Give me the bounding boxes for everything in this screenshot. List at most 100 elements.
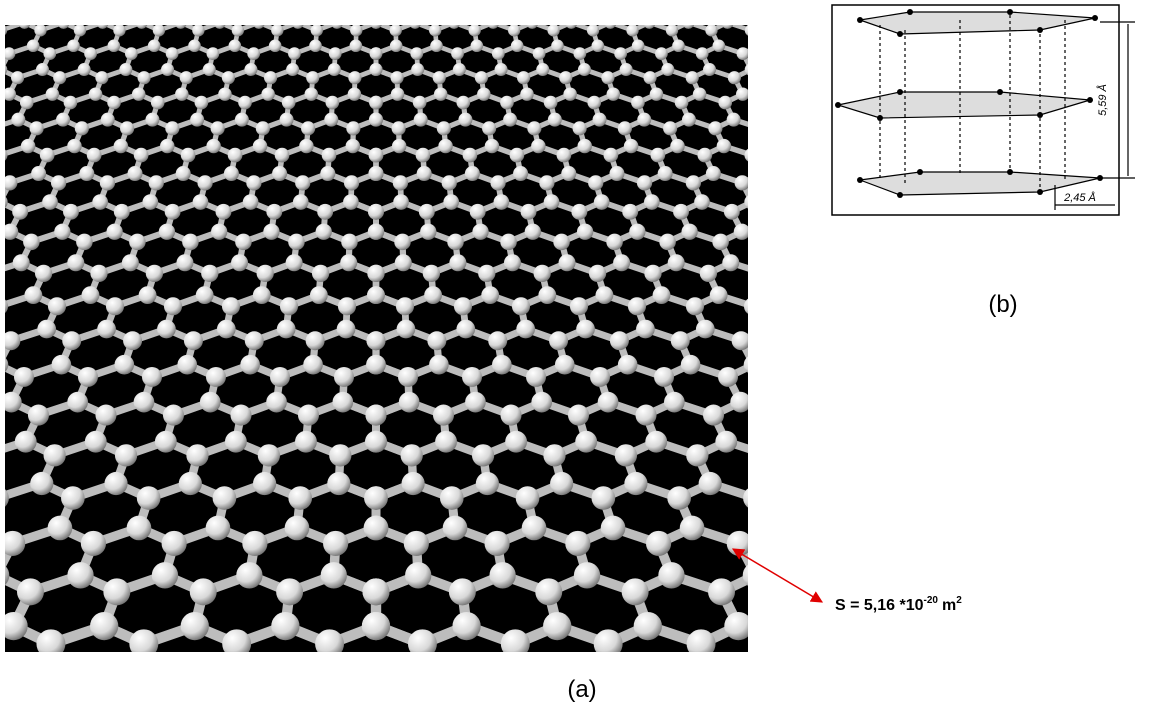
bond — [1143, 543, 1159, 575]
atom — [147, 39, 161, 53]
atom — [410, 665, 440, 695]
atom — [216, 319, 236, 339]
atom — [577, 138, 592, 154]
bond — [1043, 295, 1061, 306]
bond — [802, 329, 825, 341]
atom — [1063, 684, 1094, 706]
bond — [1072, 402, 1118, 415]
atom — [484, 138, 500, 154]
atom — [600, 2, 612, 14]
atom — [236, 562, 263, 589]
atom — [317, 203, 334, 220]
atom — [614, 444, 638, 467]
atom — [1137, 234, 1154, 251]
atom — [1131, 204, 1147, 220]
atom — [368, 203, 384, 220]
atom — [606, 87, 621, 101]
bond — [981, 575, 1009, 592]
bond — [774, 0, 797, 7]
atom — [5, 25, 8, 36]
atom — [559, 71, 573, 85]
bond — [792, 377, 807, 402]
bond — [1003, 232, 1038, 242]
bond — [1082, 484, 1134, 499]
bond — [986, 232, 1004, 242]
atom — [106, 223, 123, 240]
bond — [206, 0, 223, 7]
bond — [873, 402, 916, 415]
atom — [721, 25, 734, 29]
atom — [26, 39, 40, 53]
bond — [32, 0, 54, 7]
bond — [851, 120, 868, 129]
bond — [1045, 329, 1064, 341]
atom — [827, 562, 853, 588]
atom — [366, 331, 386, 351]
atom — [430, 39, 443, 53]
atom — [340, 254, 358, 272]
atom — [1054, 578, 1081, 605]
atom — [279, 297, 299, 316]
atom — [177, 354, 198, 375]
bond — [884, 202, 902, 212]
bond — [909, 146, 939, 155]
atom — [718, 95, 733, 110]
atom — [482, 121, 497, 136]
atom — [362, 578, 390, 606]
atom — [23, 233, 40, 251]
atom — [30, 471, 54, 496]
atom — [681, 223, 698, 240]
atom — [264, 71, 278, 85]
atom — [275, 0, 287, 6]
bond — [786, 94, 813, 102]
bond — [769, 94, 786, 102]
atom — [672, 39, 685, 53]
atom — [242, 194, 259, 210]
atom — [392, 175, 409, 191]
bond — [1092, 232, 1108, 242]
atom — [619, 63, 633, 77]
atom — [320, 165, 336, 182]
atom — [286, 63, 300, 77]
atom — [726, 112, 741, 127]
atom — [161, 530, 187, 556]
atom — [484, 530, 510, 556]
bond — [930, 273, 947, 295]
atom — [794, 578, 821, 605]
atom — [805, 0, 817, 6]
atom — [159, 684, 190, 706]
atom — [113, 138, 129, 154]
bond — [869, 306, 885, 329]
atom — [95, 404, 117, 426]
bond — [927, 306, 945, 329]
atom — [396, 319, 416, 339]
atom — [439, 486, 464, 510]
atom — [303, 354, 323, 375]
atom — [981, 47, 994, 60]
atom — [43, 47, 57, 60]
atom — [509, 147, 525, 163]
bond — [777, 78, 786, 94]
atom — [888, 531, 913, 556]
atom — [490, 175, 506, 191]
atom — [129, 233, 146, 251]
atom — [192, 194, 209, 210]
atom — [53, 71, 67, 85]
atom — [281, 95, 296, 110]
atom — [234, 112, 249, 127]
atom — [867, 2, 879, 14]
atom — [604, 25, 616, 29]
atom — [393, 194, 409, 210]
atom — [42, 194, 58, 210]
atom — [462, 366, 482, 387]
atom — [709, 286, 728, 305]
atom — [744, 195, 748, 209]
bond — [863, 146, 893, 155]
atom — [179, 71, 193, 85]
atom — [195, 286, 214, 305]
atom — [768, 0, 780, 6]
atom — [231, 254, 249, 272]
atom — [5, 299, 9, 314]
bond — [865, 54, 876, 70]
bond — [752, 146, 770, 155]
